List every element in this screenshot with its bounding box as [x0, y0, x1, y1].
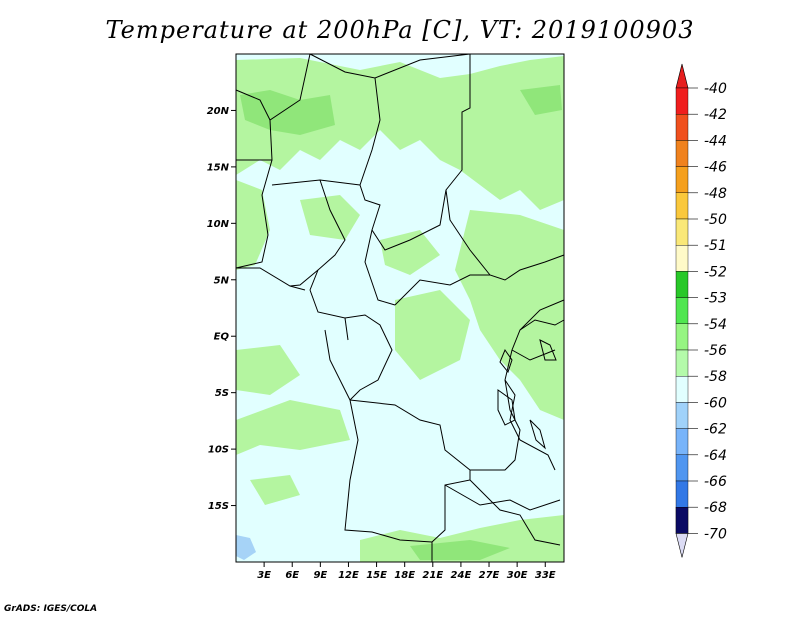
lat-tick-label: 10N — [207, 219, 230, 230]
shade-north-green — [236, 56, 564, 210]
colorbar-label: -70 — [704, 526, 727, 542]
lat-tick-label: 15N — [207, 162, 230, 173]
colorbar-label: -58 — [704, 369, 727, 385]
shade-atlantic-green-c — [250, 475, 300, 505]
colorbar-swatch — [675, 402, 689, 429]
shade-south-green-strong — [410, 540, 510, 560]
colorbar-swatch — [675, 166, 689, 194]
colorbar-top-arrow — [675, 63, 689, 89]
temperature-shading — [236, 56, 564, 562]
colorbar-swatch — [675, 480, 689, 508]
colorbar-label: -44 — [704, 133, 727, 149]
lon-tick-label: 24E — [451, 570, 472, 581]
colorbar-swatch-bottom — [675, 507, 689, 534]
colorbar-label: -60 — [704, 395, 727, 411]
colorbar-label: -53 — [704, 291, 727, 307]
colorbar-swatch — [675, 140, 689, 167]
colorbar-swatch — [675, 454, 689, 482]
colorbar-label: -64 — [704, 448, 727, 464]
colorbar-label: -52 — [704, 264, 727, 280]
colorbar-label: -66 — [704, 474, 727, 490]
lon-tick-label: 12E — [338, 570, 359, 581]
shade-equator-green — [395, 290, 470, 380]
lat-tick-label: 15S — [208, 501, 229, 512]
map-title: Temperature at 200hPa [C], VT: 201910090… — [105, 16, 695, 44]
map-panel — [235, 53, 565, 563]
lon-tick-label: 27E — [479, 570, 500, 581]
colorbar-swatch — [675, 271, 689, 298]
shade-atlantic-green-b — [236, 400, 350, 455]
lon-tick-label: 3E — [257, 570, 271, 581]
colorbar-swatch — [675, 428, 689, 456]
shade-west-green — [236, 180, 270, 270]
colorbar-swatch — [675, 349, 689, 377]
latitude-ticks: 20N 15N 10N 5N EQ 5S 10S 15S — [207, 106, 236, 512]
lon-tick-label: 33E — [535, 570, 556, 581]
colorbar-label: -68 — [704, 500, 727, 516]
colorbar-label: -51 — [704, 238, 727, 254]
colorbar-swatch — [675, 244, 689, 272]
colorbar-swatch — [675, 376, 689, 403]
lon-tick-label: 9E — [313, 570, 327, 581]
lat-tick-label: EQ — [214, 332, 230, 343]
lat-tick-label: 5S — [215, 388, 229, 399]
colorbar-label: -50 — [704, 212, 727, 228]
shade-central-green-a — [300, 195, 360, 240]
colorbar-swatch — [675, 113, 689, 141]
lat-tick-label: 10S — [208, 445, 229, 456]
shade-southwest-blue — [236, 535, 256, 560]
colorbar-label: -42 — [704, 107, 727, 123]
lon-tick-label: 15E — [366, 570, 387, 581]
lat-tick-label: 5N — [214, 275, 230, 286]
colorbar-label: -56 — [704, 343, 727, 359]
lon-tick-label: 6E — [285, 570, 299, 581]
shade-south-green — [360, 515, 564, 562]
colorbar-label: -46 — [704, 160, 727, 176]
colorbar-label: -62 — [704, 422, 727, 438]
shade-central-green-b — [380, 230, 440, 275]
colorbar: -40 -42 -44 -46 -48 -50 -51 -52 -53 -54 -56 -58 -60 -… — [675, 63, 727, 558]
colorbar-swatch — [675, 323, 689, 351]
colorbar-swatch — [675, 297, 689, 325]
colorbar-swatch — [675, 87, 689, 115]
lat-tick-label: 20N — [207, 106, 230, 117]
colorbar-label: -54 — [704, 317, 727, 333]
colorbar-bottom-arrow — [675, 533, 689, 558]
lon-tick-label: 18E — [394, 570, 415, 581]
colorbar-swatch — [675, 218, 689, 246]
shade-north-green-strong — [240, 90, 335, 135]
map-frame — [235, 53, 565, 563]
shade-ne-green-strong — [520, 85, 562, 115]
colorbar-label: -40 — [704, 81, 727, 97]
lon-tick-label: 21E — [422, 570, 443, 581]
colorbar-label: -48 — [704, 186, 727, 202]
colorbar-swatch — [675, 192, 689, 220]
longitude-ticks: 3E 6E 9E 12E 15E 18E 21E 24E 27E 30E 33E — [257, 562, 556, 581]
grads-credit: GrADS: IGES/COLA — [4, 604, 98, 614]
shade-atlantic-green-a — [236, 345, 300, 395]
lon-tick-label: 30E — [507, 570, 528, 581]
country-borders — [235, 53, 565, 562]
shade-east-green — [455, 210, 564, 420]
